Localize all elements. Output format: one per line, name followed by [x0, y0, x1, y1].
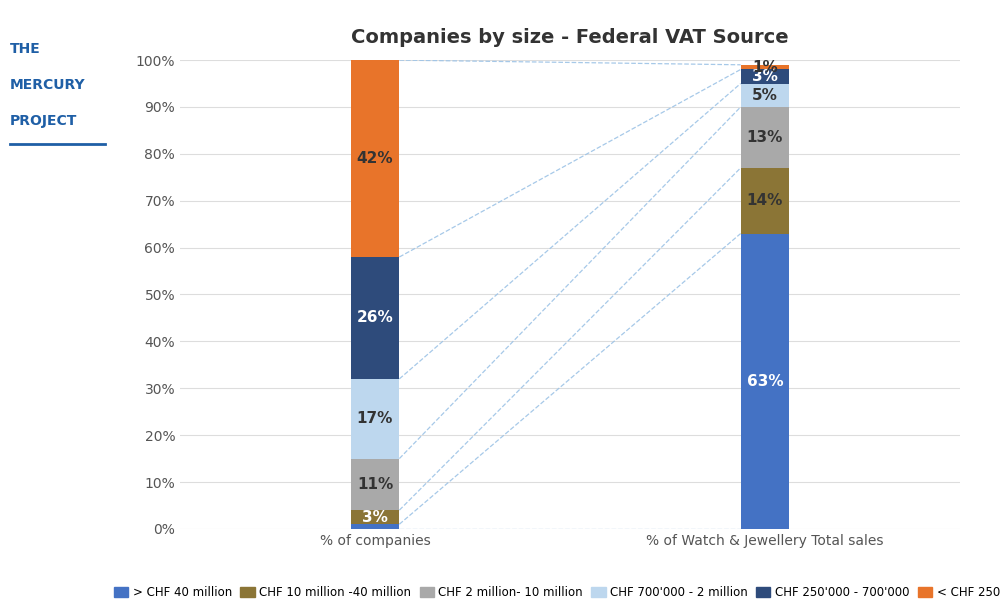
- Text: 17%: 17%: [357, 411, 393, 426]
- Bar: [351, 524, 399, 529]
- Text: 5%: 5%: [752, 88, 778, 103]
- Bar: [351, 459, 399, 510]
- Text: 42%: 42%: [357, 151, 393, 166]
- Bar: [351, 60, 399, 257]
- Text: 26%: 26%: [357, 311, 393, 325]
- Bar: [741, 107, 789, 168]
- Bar: [741, 70, 789, 84]
- Legend: > CHF 40 million, CHF 10 million -40 million, CHF 2 million- 10 million, CHF 700: > CHF 40 million, CHF 10 million -40 mil…: [109, 582, 1000, 601]
- Text: THE: THE: [10, 42, 41, 56]
- Bar: [351, 510, 399, 524]
- Bar: [741, 65, 789, 70]
- Text: 3%: 3%: [362, 510, 388, 525]
- Bar: [741, 234, 789, 529]
- Text: 11%: 11%: [357, 477, 393, 492]
- Text: MERCURY: MERCURY: [10, 78, 86, 92]
- Text: 13%: 13%: [747, 130, 783, 145]
- Text: PROJECT: PROJECT: [10, 114, 77, 128]
- Text: 3%: 3%: [752, 69, 778, 84]
- Bar: [741, 84, 789, 107]
- Bar: [741, 168, 789, 234]
- Text: 63%: 63%: [747, 374, 783, 389]
- Bar: [351, 379, 399, 459]
- Title: Companies by size - Federal VAT Source: Companies by size - Federal VAT Source: [351, 28, 789, 47]
- Text: 14%: 14%: [747, 194, 783, 208]
- Text: 1%: 1%: [752, 59, 778, 75]
- Bar: [351, 257, 399, 379]
